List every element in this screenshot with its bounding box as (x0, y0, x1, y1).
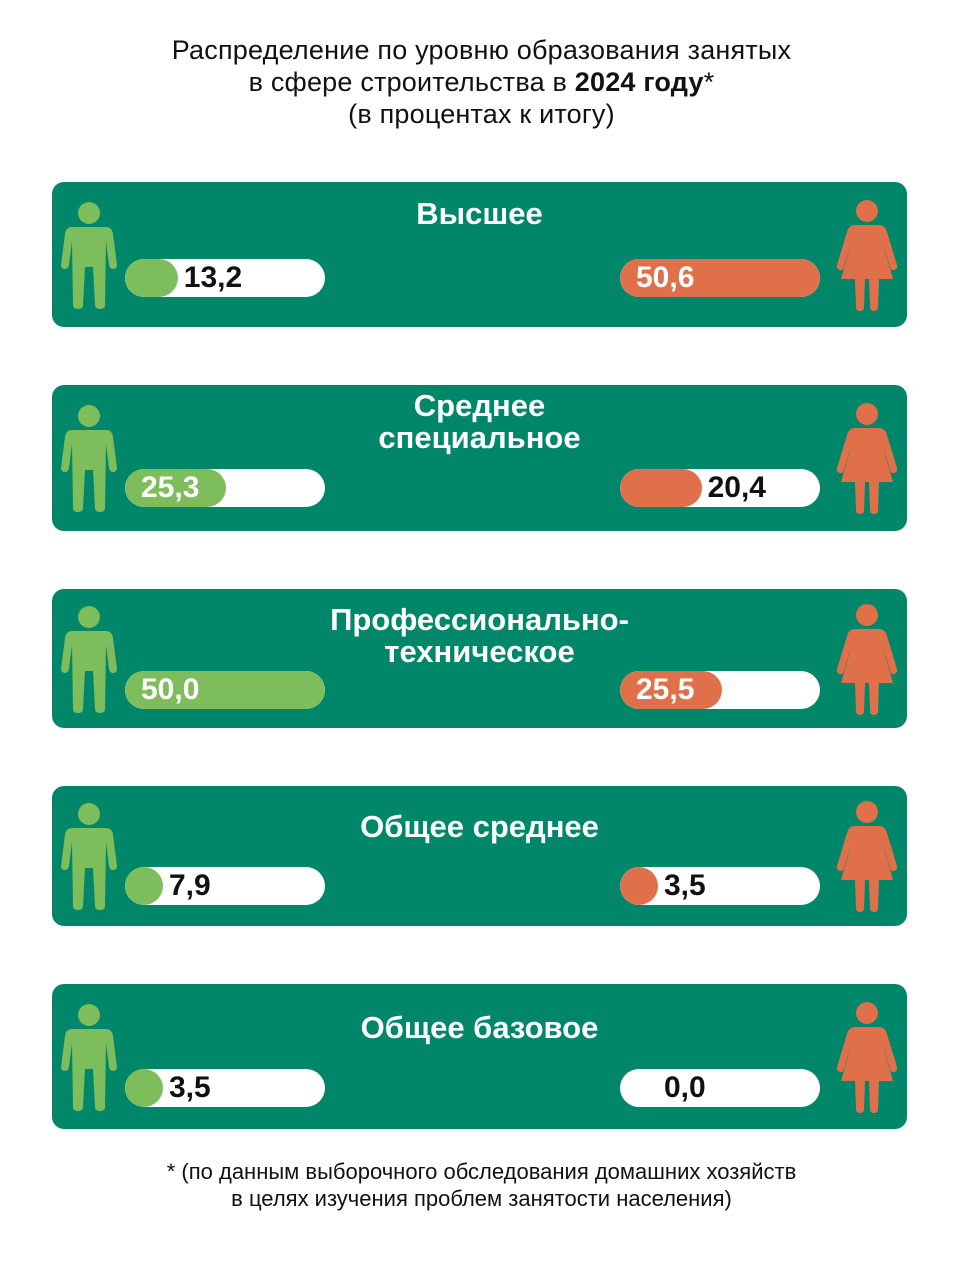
man-figure-icon (61, 201, 117, 309)
female-bar-1: 20,4 (620, 469, 820, 507)
male-bar-0: 13,2 (125, 259, 325, 297)
footnote: * (по данным выборочного обследования до… (0, 1158, 963, 1212)
title-line-3: (в процентах к итогу) (348, 99, 615, 129)
category-panel-0: Высшее 13,2 50,6 (52, 182, 907, 327)
woman-figure-icon (836, 603, 898, 715)
female-bar-fill-3 (620, 867, 658, 905)
category-title-1: Среднее специальное (52, 390, 907, 454)
woman-figure-icon (836, 199, 898, 311)
category-panel-3: Общее среднее 7,9 3,5 (52, 786, 907, 926)
male-value-label-4: 3,5 (169, 1071, 211, 1104)
title-asterisk: * (703, 67, 715, 97)
footnote-line-1: * (по данным выборочного обследования до… (166, 1159, 797, 1184)
woman-figure-icon (836, 403, 898, 514)
category-title-line-1-1: специальное (378, 420, 581, 455)
title-line-1: Распределение по уровню образования заня… (171, 35, 792, 65)
female-value-label-1: 20,4 (707, 471, 766, 504)
male-bar-fill-0 (125, 259, 178, 297)
title-year: 2024 году (574, 67, 704, 97)
category-title-line-2-1: техническое (384, 634, 575, 669)
title-line-2-prefix: в сфере строительства в (248, 67, 575, 97)
male-bar-4: 3,5 (125, 1069, 325, 1107)
male-bar-fill-4 (125, 1069, 163, 1107)
category-title-2: Профессионально-техническое (52, 604, 907, 668)
footnote-line-2: в целях изучения проблем занятости насел… (231, 1186, 732, 1211)
female-value-label-0: 50,6 (636, 261, 695, 294)
male-bar-fill-2 (125, 671, 325, 709)
category-title-3: Общее среднее (52, 811, 907, 843)
male-value-label-1: 25,3 (141, 471, 200, 504)
female-value-label-2: 25,5 (636, 673, 695, 706)
male-bar-fill-1 (125, 469, 227, 507)
female-bar-fill-0 (620, 259, 820, 297)
male-value-label-3: 7,9 (169, 869, 211, 902)
male-bar-3: 7,9 (125, 867, 325, 905)
man-figure-icon (61, 1003, 117, 1111)
male-value-label-0: 13,2 (183, 261, 243, 294)
category-title-line-1-0: Среднее (413, 388, 546, 423)
chart-title: Распределение по уровню образования заня… (0, 34, 963, 130)
female-bar-0: 50,6 (620, 259, 820, 297)
female-bar-fill-1 (620, 469, 702, 507)
man-figure-icon (61, 803, 117, 910)
woman-figure-icon (836, 1001, 898, 1113)
female-bar-fill-2 (620, 671, 722, 709)
title-line-2: в сфере строительства в 2024 году* (0, 66, 963, 98)
male-bar-2: 50,0 (125, 671, 325, 709)
category-title-line-2-0: Профессионально- (330, 602, 629, 637)
man-figure-icon (61, 605, 117, 713)
category-title-4: Общее базовое (52, 1012, 907, 1044)
category-panel-1: Среднее специальное 25,3 20,4 (52, 385, 907, 531)
male-value-label-2: 50,0 (141, 673, 200, 706)
female-value-label-4: 0,0 (664, 1071, 706, 1104)
man-figure-icon (61, 405, 117, 512)
category-title-line-4-0: Общее базовое (360, 1010, 599, 1045)
female-bar-4: 0,0 (620, 1069, 820, 1107)
category-title-line-0-0: Высшее (416, 196, 543, 231)
female-value-label-3: 3,5 (664, 869, 706, 902)
male-bar-1: 25,3 (125, 469, 325, 507)
woman-figure-icon (836, 801, 898, 912)
category-title-0: Высшее (52, 198, 907, 230)
female-bar-2: 25,5 (620, 671, 820, 709)
category-panel-2: Профессионально-техническое 50,0 25,5 (52, 589, 907, 728)
female-bar-3: 3,5 (620, 867, 820, 905)
category-title-line-3-0: Общее среднее (360, 809, 599, 844)
male-bar-fill-3 (125, 867, 163, 905)
category-panel-4: Общее базовое 3,5 0,0 (52, 984, 907, 1129)
